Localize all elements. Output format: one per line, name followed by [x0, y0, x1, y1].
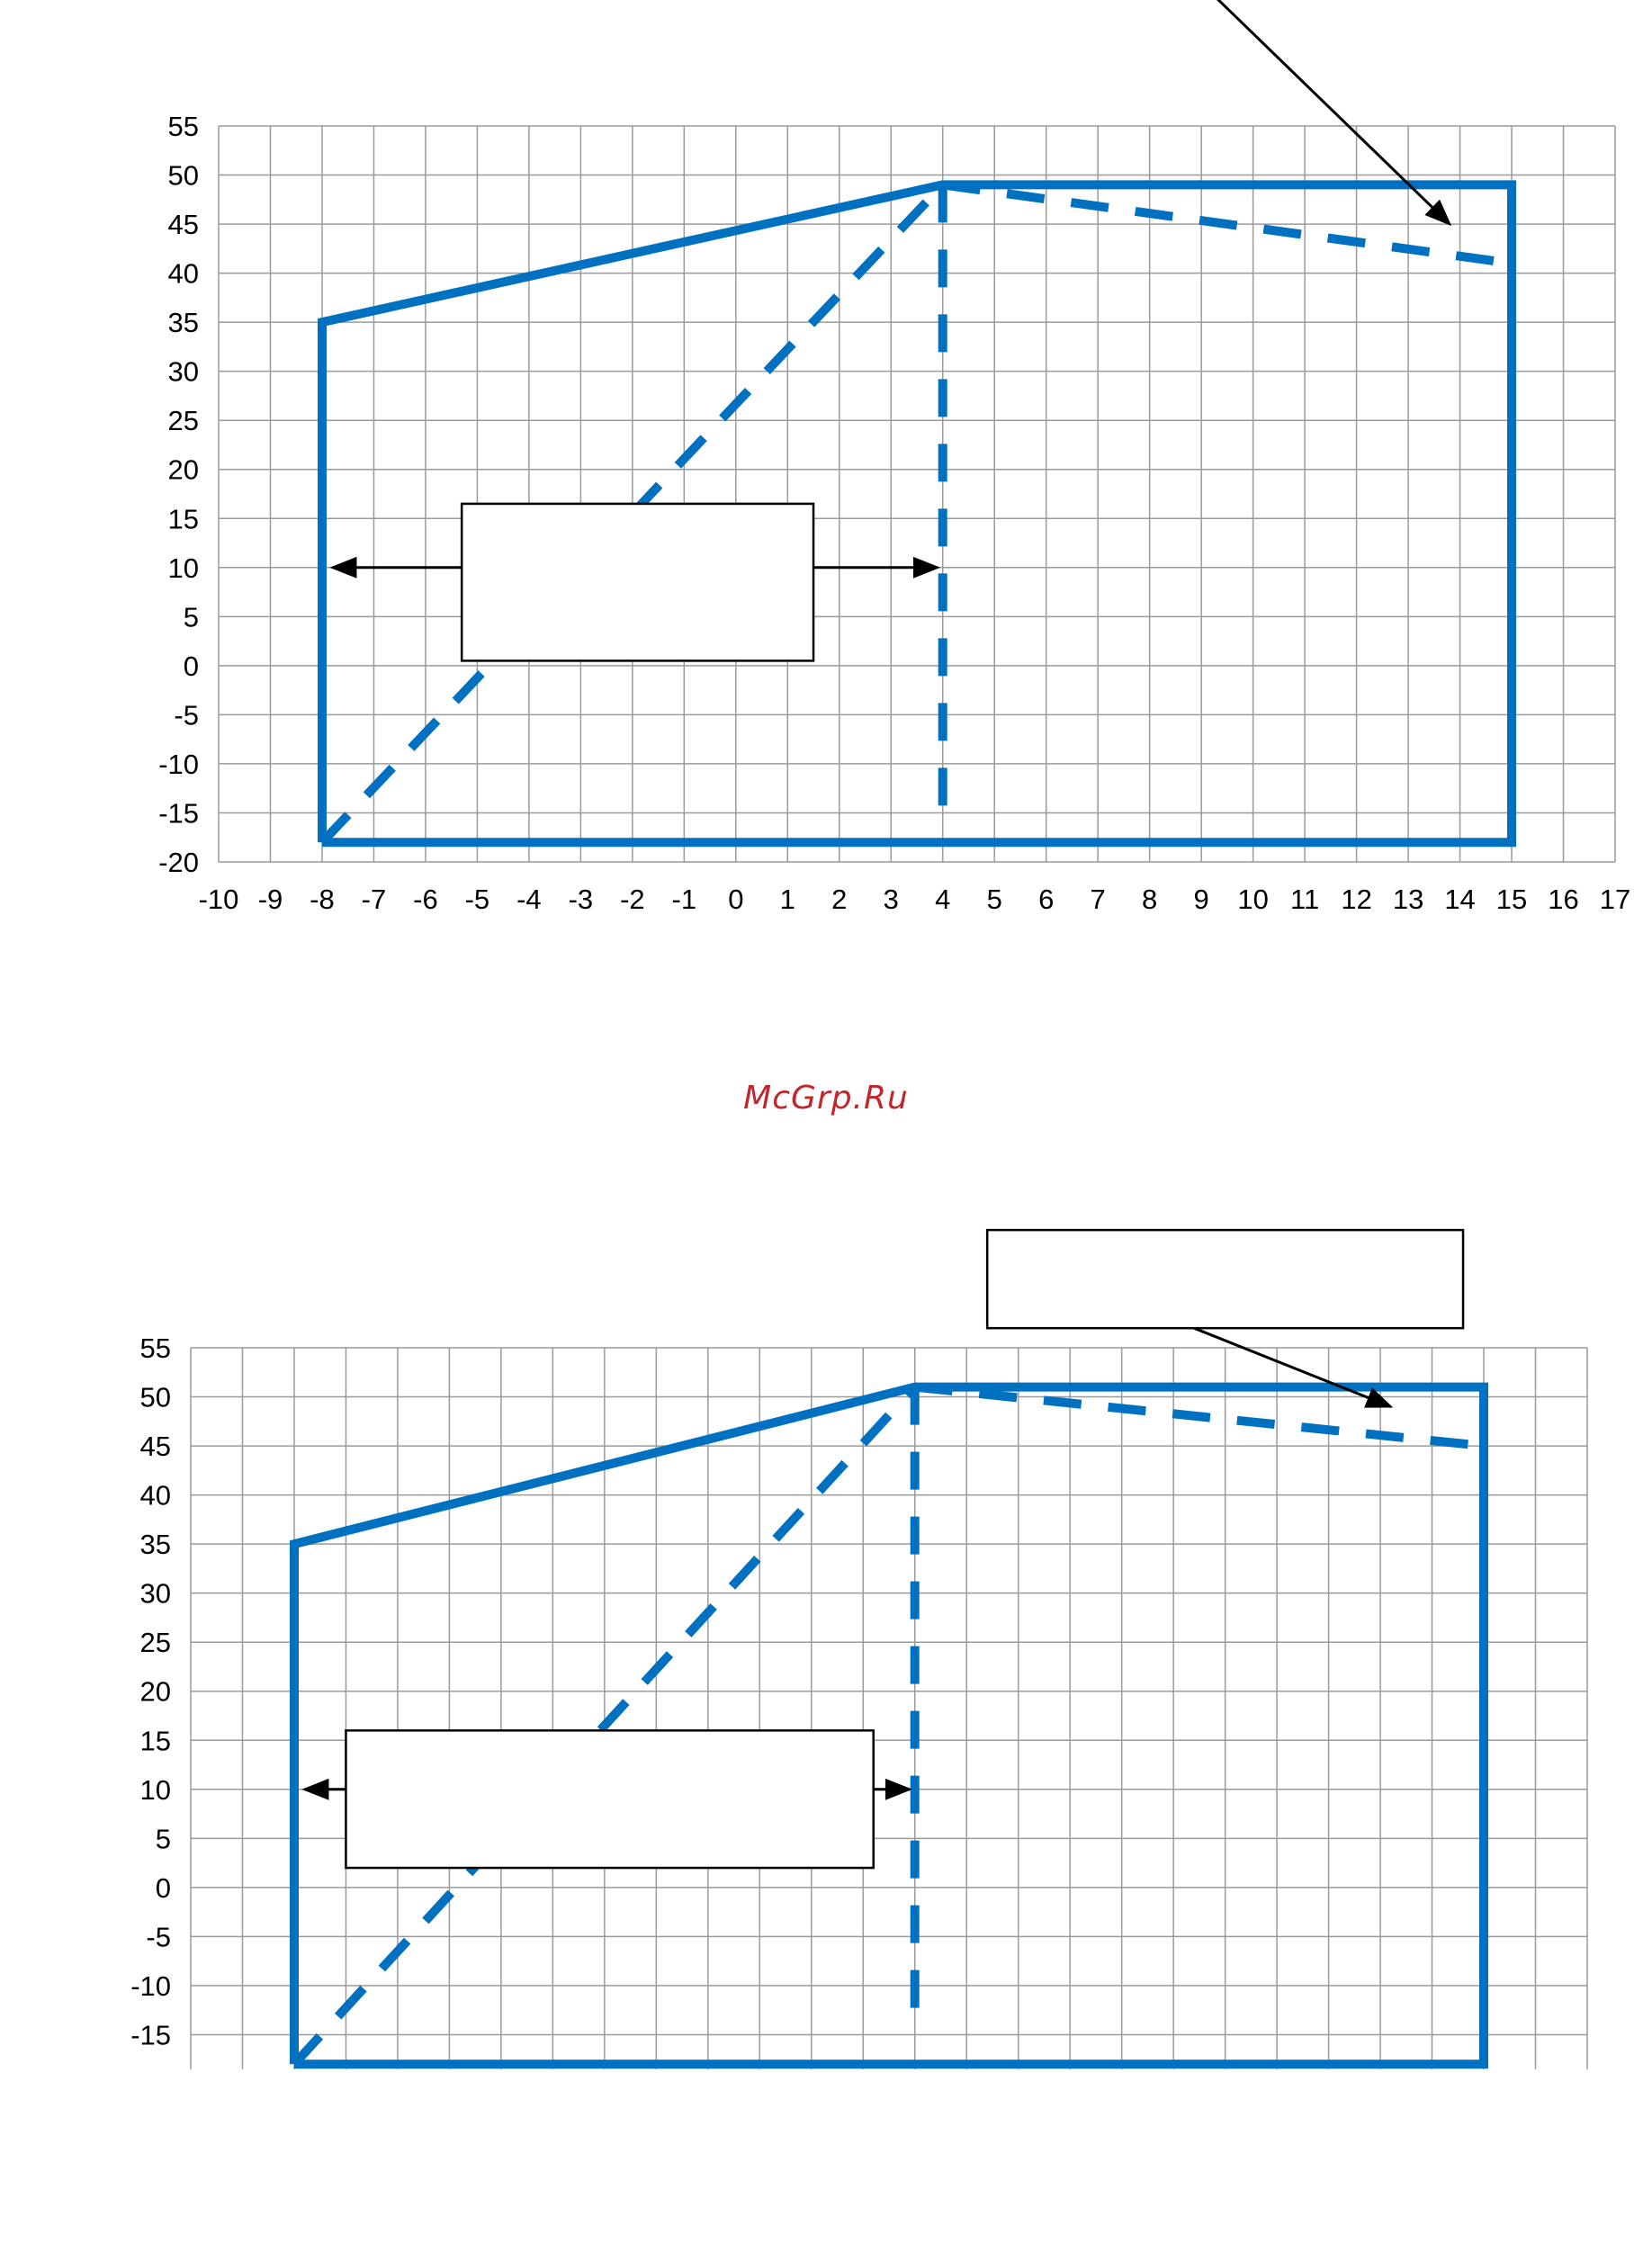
x-tick-label: 0 — [728, 884, 743, 915]
y-tick-label: 55 — [168, 111, 199, 142]
x-tick-label: -3 — [569, 884, 594, 915]
x-tick-label: -9 — [258, 884, 283, 915]
y-tick-label: 15 — [168, 503, 199, 534]
chart-bottom: -10-9-8-7-6-5-4-3-2-10123456789101112131… — [130, 1228, 1588, 2069]
x-tick-label: -7 — [362, 884, 387, 915]
chart-top: -10 -9 -8 -7 -6 -5 -4 -3 -2 -1 0 1 2 3 4 5 6 7 8 9 10 11 12 13 1… — [158, 0, 1630, 915]
y-tick-label: 20 — [140, 1676, 171, 1708]
y-tick-label: -10 — [130, 1970, 171, 2002]
y-tick-label: 10 — [168, 552, 199, 584]
y-tick-label: 25 — [168, 405, 199, 436]
x-tick-label: -10 — [199, 884, 239, 915]
y-tick-label: -5 — [174, 699, 199, 731]
x-tick-label: 16 — [1548, 884, 1578, 915]
series-line-dashed — [291, 1384, 919, 2068]
series-line-solid — [318, 180, 1516, 848]
x-tick-label: -6 — [413, 884, 438, 915]
y-tick-label: 10 — [140, 1774, 171, 1806]
y-tick-label: -20 — [130, 2068, 171, 2069]
x-tick-label: 3 — [884, 884, 899, 915]
y-tick-label: 0 — [156, 1872, 171, 1904]
callout-box — [345, 1729, 875, 1870]
x-tick-label: 17 — [1600, 884, 1630, 915]
x-tick-label: 12 — [1341, 884, 1371, 915]
y-tick-label: 0 — [184, 650, 199, 682]
x-tick-label: 6 — [1038, 884, 1054, 915]
x-tick-label: 14 — [1444, 884, 1475, 915]
x-tick-label: 11 — [1290, 884, 1319, 915]
x-tick-label: -5 — [465, 884, 490, 915]
x-tick-label: -8 — [310, 884, 335, 915]
x-tick-label: 7 — [1091, 884, 1106, 915]
y-tick-label: 20 — [168, 454, 199, 486]
y-tick-label: 40 — [168, 258, 199, 290]
y-tick-label: -5 — [146, 1921, 171, 1952]
y-tick-label: -15 — [130, 2019, 171, 2050]
y-tick-label: -15 — [158, 797, 199, 829]
x-tick-label: 13 — [1393, 884, 1423, 915]
y-tick-label: 30 — [168, 356, 199, 388]
series-line-dashed — [914, 1382, 1485, 1451]
x-tick-label: 2 — [831, 884, 847, 915]
watermark: McGrp.Ru — [743, 1080, 909, 1117]
x-tick-label: 8 — [1142, 884, 1157, 915]
callout-box — [460, 502, 815, 662]
y-tick-label: 40 — [140, 1480, 171, 1512]
y-tick-label: 30 — [140, 1578, 171, 1610]
x-tick-label: 15 — [1496, 884, 1527, 915]
x-tick-label: 10 — [1237, 884, 1268, 915]
y-tick-label: -10 — [158, 749, 199, 780]
y-tick-label: 50 — [168, 160, 199, 192]
series-line-dashed — [942, 180, 1513, 268]
x-tick-label: 4 — [935, 884, 950, 915]
y-tick-label: 5 — [184, 601, 199, 633]
series-line-dashed — [319, 181, 947, 846]
y-tick-label: 35 — [140, 1529, 171, 1560]
y-tick-label: 50 — [140, 1382, 171, 1413]
y-tick-label: 55 — [140, 1332, 171, 1364]
x-tick-label: 9 — [1194, 884, 1209, 915]
y-tick-label: 15 — [140, 1725, 171, 1756]
series-line-solid — [290, 1382, 1488, 2069]
y-tick-label: 45 — [140, 1431, 171, 1462]
y-tick-label: 25 — [140, 1627, 171, 1658]
y-tick-label: -20 — [158, 847, 199, 878]
y-tick-label: 45 — [168, 209, 199, 240]
callout-arrow — [1193, 1326, 1394, 1408]
x-tick-label: 1 — [780, 884, 795, 915]
y-tick-label: 35 — [168, 307, 199, 338]
callout-box — [985, 1228, 1465, 1330]
x-tick-label: -1 — [672, 884, 697, 915]
y-tick-label: 5 — [156, 1823, 171, 1854]
x-tick-label: -2 — [620, 884, 645, 915]
x-tick-label: 5 — [987, 884, 1002, 915]
callout-arrow — [1217, 0, 1452, 227]
x-tick-label: -4 — [516, 884, 542, 915]
